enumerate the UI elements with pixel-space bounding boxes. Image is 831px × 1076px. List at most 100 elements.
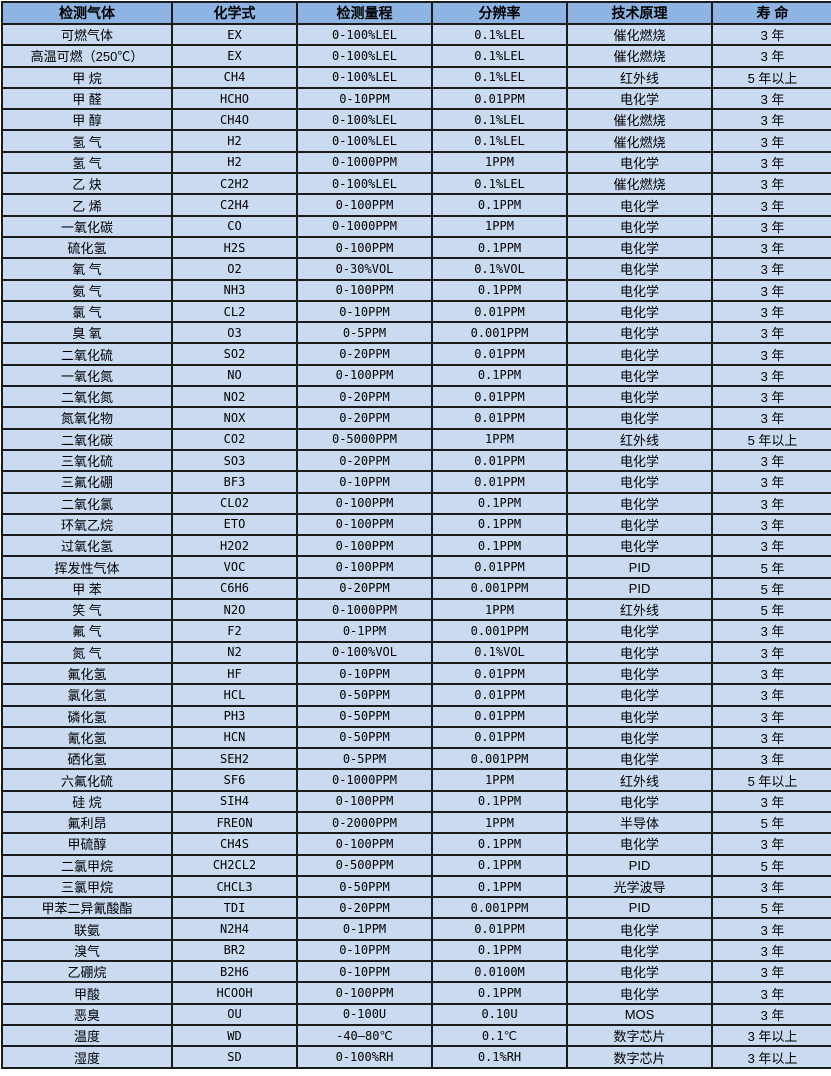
- cell-lifespan: 3 年: [711, 832, 831, 856]
- cell-gas-name: 氯 气: [1, 299, 173, 324]
- cell-detection-range: 0-10PPM: [296, 960, 433, 984]
- table-row: 氮氧化物 NOX 0-20PPM 0.01PPM 电化学 3 年: [1, 406, 831, 430]
- cell-chemical-formula: SO3: [171, 448, 298, 473]
- cell-gas-name: 过氧化氢: [1, 534, 173, 558]
- cell-gas-name: 二氧化碳: [1, 427, 173, 451]
- cell-gas-name: 硅 烷: [1, 789, 173, 813]
- cell-lifespan: 5 年: [711, 555, 831, 579]
- table-row: 氟 气 F2 0-1PPM 0.001PPM 电化学 3 年: [1, 619, 831, 643]
- cell-gas-name: 温度: [1, 1023, 173, 1048]
- table-row: 三氯甲烷 CHCL3 0-50PPM 0.1PPM 光学波导 3 年: [1, 874, 831, 899]
- cell-chemical-formula: SEH2: [171, 747, 298, 771]
- cell-lifespan: 3 年: [711, 235, 831, 260]
- table-row: 六氟化硫 SF6 0-1000PPM 1PPM 红外线 5 年以上: [1, 768, 831, 792]
- cell-technology-principle: 电化学: [566, 470, 713, 494]
- cell-chemical-formula: EX: [171, 22, 298, 47]
- cell-lifespan: 3 年: [711, 363, 831, 388]
- table-row: 甲 醛 HCHO 0-10PPM 0.01PPM 电化学 3 年: [1, 86, 831, 111]
- cell-lifespan: 3 年: [711, 150, 831, 175]
- cell-resolution: 0.1PPM: [431, 235, 568, 260]
- cell-lifespan: 5 年以上: [711, 768, 831, 792]
- cell-resolution: 0.01PPM: [431, 470, 568, 494]
- cell-chemical-formula: ETO: [171, 512, 298, 537]
- cell-technology-principle: 电化学: [566, 683, 713, 707]
- cell-technology-principle: 电化学: [566, 917, 713, 941]
- cell-resolution: 0.01PPM: [431, 342, 568, 366]
- cell-technology-principle: 红外线: [566, 768, 713, 792]
- cell-detection-range: 0-100PPM: [296, 555, 433, 579]
- cell-detection-range: 0-100U: [296, 1002, 433, 1026]
- header-chemical-formula: 化学式: [171, 1, 298, 25]
- cell-gas-name: 一氧化氮: [1, 363, 173, 388]
- cell-resolution: 0.01PPM: [431, 725, 568, 750]
- cell-resolution: 0.01PPM: [431, 299, 568, 324]
- cell-resolution: 0.001PPM: [431, 321, 568, 345]
- cell-lifespan: 3 年: [711, 917, 831, 941]
- cell-chemical-formula: EX: [171, 44, 298, 68]
- cell-lifespan: 5 年: [711, 853, 831, 877]
- cell-lifespan: 3 年以上: [711, 1045, 831, 1069]
- cell-chemical-formula: HCOOH: [171, 981, 298, 1005]
- table-row: 一氧化碳 CO 0-1000PPM 1PPM 电化学 3 年: [1, 214, 831, 238]
- cell-chemical-formula: N2O: [171, 598, 298, 622]
- cell-resolution: 0.1%VOL: [431, 257, 568, 281]
- header-detection-range: 检测量程: [296, 1, 433, 25]
- cell-detection-range: 0-100PPM: [296, 789, 433, 813]
- table-row: 氢 气 H2 0-100%LEL 0.1%LEL 催化燃烧 3 年: [1, 129, 831, 153]
- cell-resolution: 1PPM: [431, 768, 568, 792]
- table-row: 溴气 BR2 0-10PPM 0.1PPM 电化学 3 年: [1, 938, 831, 963]
- cell-resolution: 0.10U: [431, 1002, 568, 1026]
- cell-detection-range: 0-10PPM: [296, 470, 433, 494]
- cell-technology-principle: 电化学: [566, 789, 713, 813]
- cell-detection-range: 0-100%RH: [296, 1045, 433, 1069]
- cell-chemical-formula: CH4: [171, 65, 298, 89]
- cell-technology-principle: PID: [566, 555, 713, 579]
- cell-resolution: 0.01PPM: [431, 448, 568, 473]
- table-row: 硫化氢 H2S 0-100PPM 0.1PPM 电化学 3 年: [1, 235, 831, 260]
- cell-chemical-formula: H2O2: [171, 534, 298, 558]
- cell-gas-name: 甲硫醇: [1, 832, 173, 856]
- cell-lifespan: 5 年: [711, 810, 831, 835]
- cell-chemical-formula: SO2: [171, 342, 298, 366]
- cell-technology-principle: 电化学: [566, 512, 713, 537]
- cell-detection-range: 0-100PPM: [296, 512, 433, 537]
- cell-technology-principle: PID: [566, 576, 713, 601]
- table-row: 甲硫醇 CH4S 0-100PPM 0.1PPM 电化学 3 年: [1, 832, 831, 856]
- table-row: 氮 气 N2 0-100%VOL 0.1%VOL 电化学 3 年: [1, 640, 831, 664]
- table-row: 笑 气 N2O 0-1000PPM 1PPM 红外线 5 年: [1, 598, 831, 622]
- cell-resolution: 0.1%LEL: [431, 108, 568, 132]
- cell-technology-principle: 红外线: [566, 427, 713, 451]
- cell-chemical-formula: CO: [171, 214, 298, 238]
- table-row: 氯 气 CL2 0-10PPM 0.01PPM 电化学 3 年: [1, 299, 831, 324]
- cell-technology-principle: 催化燃烧: [566, 108, 713, 132]
- table-row: 甲 醇 CH4O 0-100%LEL 0.1%LEL 催化燃烧 3 年: [1, 108, 831, 132]
- cell-resolution: 0.1%LEL: [431, 44, 568, 68]
- cell-technology-principle: 电化学: [566, 832, 713, 856]
- cell-technology-principle: 电化学: [566, 299, 713, 324]
- table-row: 温度 WD -40—80℃ 0.1℃ 数字芯片 3 年以上: [1, 1023, 831, 1048]
- cell-chemical-formula: SD: [171, 1045, 298, 1069]
- table-row: 二氧化硫 SO2 0-20PPM 0.01PPM 电化学 3 年: [1, 342, 831, 366]
- cell-detection-range: 0-20PPM: [296, 385, 433, 409]
- cell-gas-name: 挥发性气体: [1, 555, 173, 579]
- cell-gas-name: 甲 醛: [1, 86, 173, 111]
- table-row: 甲苯二异氰酸酯 TDI 0-20PPM 0.001PPM PID 5 年: [1, 896, 831, 920]
- cell-gas-name: 硫化氢: [1, 235, 173, 260]
- cell-gas-name: 硒化氢: [1, 747, 173, 771]
- table-row: 甲 烷 CH4 0-100%LEL 0.1%LEL 红外线 5 年以上: [1, 65, 831, 89]
- cell-resolution: 0.01PPM: [431, 406, 568, 430]
- cell-detection-range: 0-1PPM: [296, 619, 433, 643]
- cell-technology-principle: 电化学: [566, 704, 713, 728]
- cell-gas-name: 乙硼烷: [1, 960, 173, 984]
- table-header: 检测气体 化学式 检测量程 分辨率 技术原理寿 命: [1, 1, 831, 25]
- cell-chemical-formula: CHCL3: [171, 874, 298, 899]
- cell-gas-name: 氮 气: [1, 640, 173, 664]
- cell-resolution: 0.1PPM: [431, 853, 568, 877]
- cell-detection-range: 0-100%LEL: [296, 172, 433, 196]
- cell-resolution: 0.1PPM: [431, 874, 568, 899]
- cell-gas-name: 三氟化硼: [1, 470, 173, 494]
- cell-technology-principle: 电化学: [566, 534, 713, 558]
- cell-chemical-formula: H2: [171, 129, 298, 153]
- cell-detection-range: 0-100%VOL: [296, 640, 433, 664]
